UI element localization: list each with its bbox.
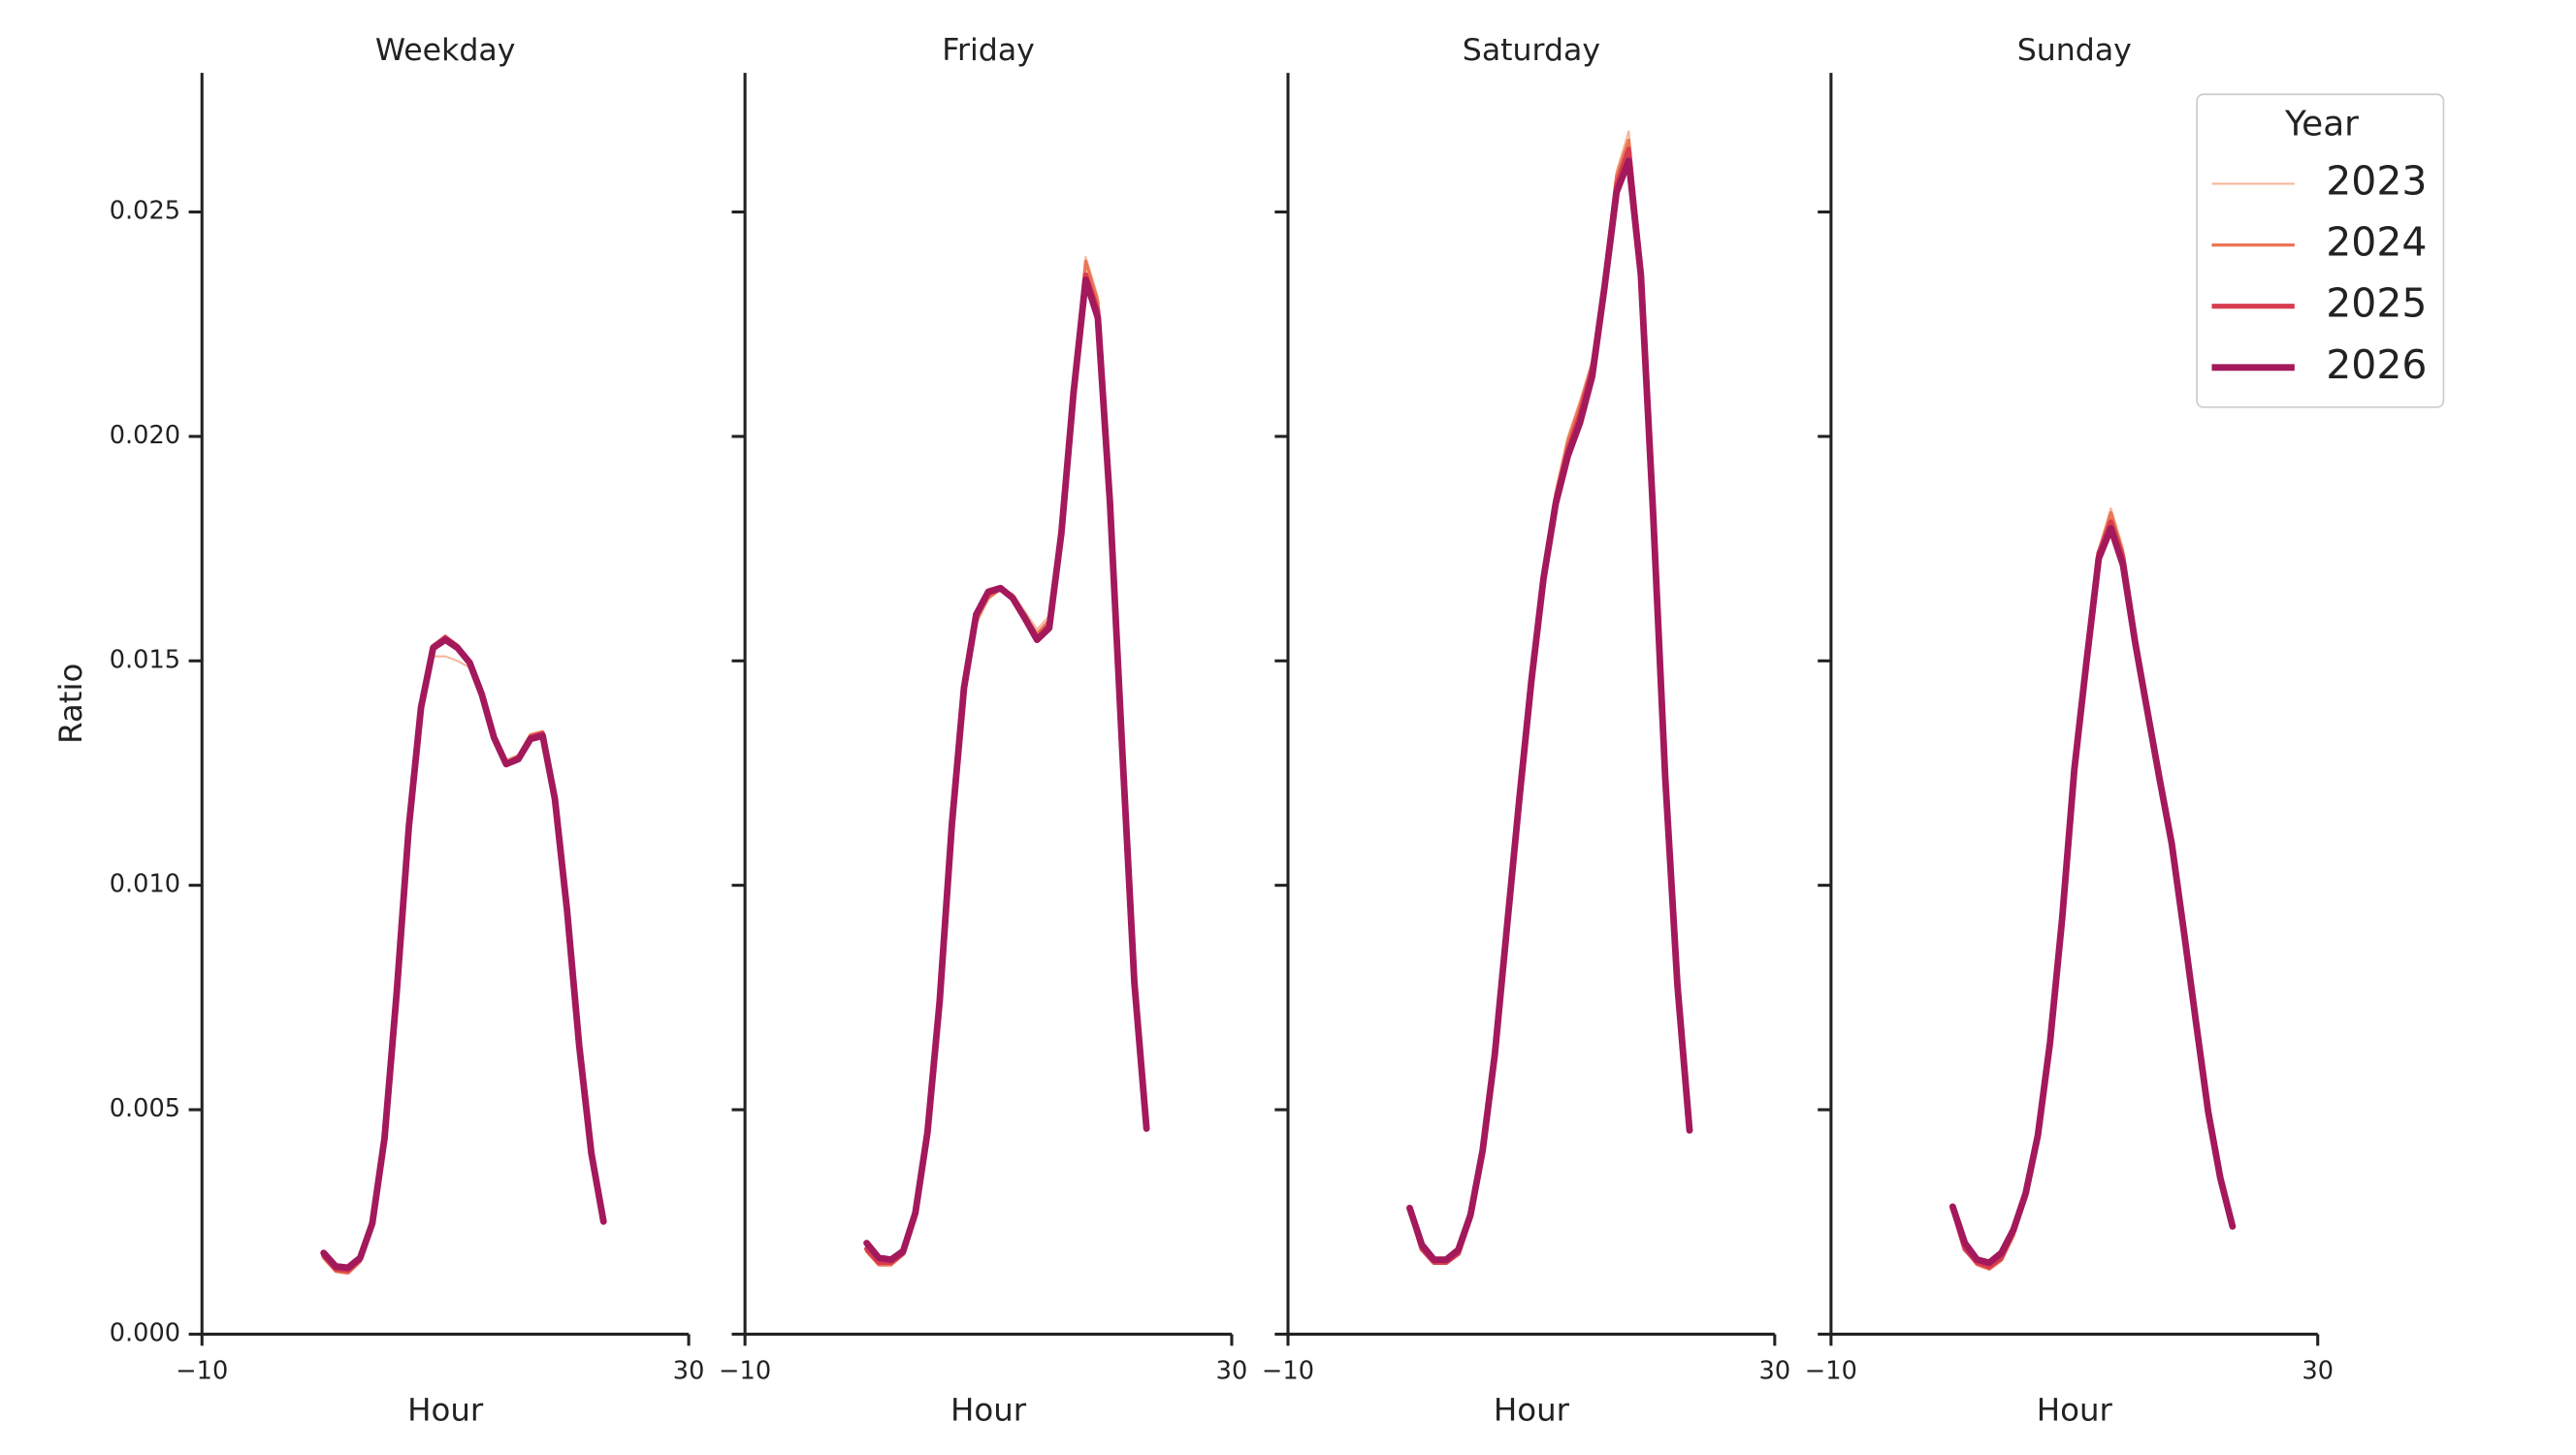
x-tick-label: 30 (1216, 1357, 1248, 1386)
x-tick-label: −10 (1262, 1357, 1314, 1386)
series-line (320, 636, 607, 1272)
series-line (1406, 157, 1693, 1264)
x-tick-label: 30 (2302, 1357, 2334, 1386)
legend-label: 2025 (2326, 280, 2427, 327)
legend-box (2196, 93, 2445, 408)
x-tick-label: 30 (673, 1357, 705, 1386)
series-line (1948, 525, 2237, 1267)
x-axis-label: Hour (1494, 1392, 1570, 1429)
legend-title: Year (2284, 105, 2359, 145)
y-tick-label: 0.000 (110, 1318, 180, 1347)
x-tick-label: −10 (719, 1357, 771, 1386)
y-tick-label: 0.010 (110, 870, 180, 899)
x-axis-label: Hour (407, 1392, 484, 1429)
y-tick-label: 0.020 (110, 421, 180, 450)
legend-label: 2024 (2326, 219, 2427, 266)
x-axis-label: Hour (2037, 1392, 2113, 1429)
panel-title: Saturday (1463, 33, 1600, 68)
x-tick-label: −10 (1805, 1357, 1857, 1386)
x-tick-label: −10 (176, 1357, 228, 1386)
legend-label: 2023 (2326, 157, 2427, 204)
y-tick-label: 0.005 (110, 1094, 180, 1123)
series-line (863, 276, 1150, 1264)
panel-title: Friday (942, 33, 1035, 68)
panel-title: Weekday (375, 33, 516, 68)
y-axis-label: Ratio (52, 663, 89, 744)
x-tick-label: 30 (1759, 1357, 1791, 1386)
y-tick-label: 0.015 (110, 645, 180, 674)
x-axis-label: Hour (950, 1392, 1027, 1429)
panel-title: Sunday (2017, 33, 2132, 68)
y-tick-label: 0.025 (110, 197, 180, 226)
legend-label: 2026 (2326, 341, 2427, 388)
